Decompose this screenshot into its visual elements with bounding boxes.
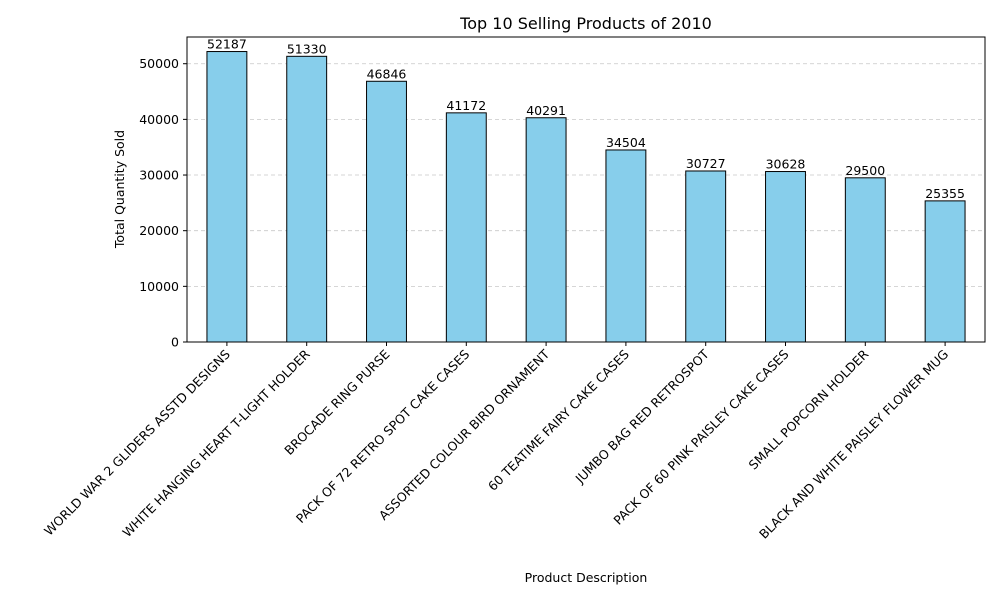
- bar: [844, 177, 886, 343]
- bars: [206, 51, 966, 343]
- x-tick-label: JUMBO BAG RED RETROSPOT: [572, 346, 712, 486]
- x-tick-label: WHITE HANGING HEART T-LIGHT HOLDER: [119, 346, 313, 540]
- x-tick-label: WORLD WAR 2 GLIDERS ASSTD DESIGNS: [41, 346, 233, 538]
- x-tick-label: PACK OF 72 RETRO SPOT CAKE CASES: [293, 346, 473, 526]
- bar: [924, 200, 966, 343]
- data-labels: 52187 51330 46846 41172 40291 34504 30727 30628…: [207, 37, 965, 201]
- bar: [286, 55, 328, 343]
- chart-title: Top 10 Selling Products of 2010: [459, 14, 712, 33]
- bar-value-label: 51330: [287, 41, 327, 56]
- x-tick-label: ASSORTED COLOUR BIRD ORNAMENT: [376, 346, 553, 523]
- y-tick-label: 0: [171, 335, 179, 350]
- bar-value-label: 40291: [526, 103, 566, 118]
- x-tick-label: PACK OF 60 PINK PAISLEY CAKE CASES: [610, 346, 791, 527]
- plot-area-frame: [186, 36, 986, 343]
- bar: [366, 80, 407, 343]
- bar: [605, 149, 647, 343]
- bar-value-label: 52187: [207, 37, 247, 52]
- bar: [445, 112, 487, 343]
- y-tick-label: 20000: [139, 223, 179, 238]
- x-tick-label: BLACK AND WHITE PAISLEY FLOWER MUG: [756, 347, 951, 542]
- bar: [525, 117, 567, 343]
- y-axis-ticks: 0 10000 20000 30000 40000 50000: [139, 56, 187, 350]
- bar-value-label: 46846: [367, 66, 407, 81]
- bar-value-label: 34504: [606, 135, 646, 150]
- bar-value-label: 30628: [766, 157, 806, 172]
- bar-value-label: 30727: [686, 156, 726, 171]
- bar-value-label: 25355: [925, 186, 965, 201]
- y-tick-label: 30000: [139, 168, 179, 183]
- bar-value-label: 41172: [446, 98, 486, 113]
- bar-value-label: 29500: [845, 163, 885, 178]
- bar: [206, 51, 248, 343]
- y-axis-label: Total Quantity Sold: [112, 130, 127, 249]
- bar: [685, 170, 727, 343]
- x-tick-label: 60 TEATIME FAIRY CAKE CASES: [485, 346, 632, 493]
- y-tick-label: 10000: [139, 279, 179, 294]
- y-tick-label: 50000: [139, 56, 179, 71]
- bar: [765, 171, 806, 343]
- x-axis-label: Product Description: [525, 570, 648, 585]
- y-tick-label: 40000: [139, 112, 179, 127]
